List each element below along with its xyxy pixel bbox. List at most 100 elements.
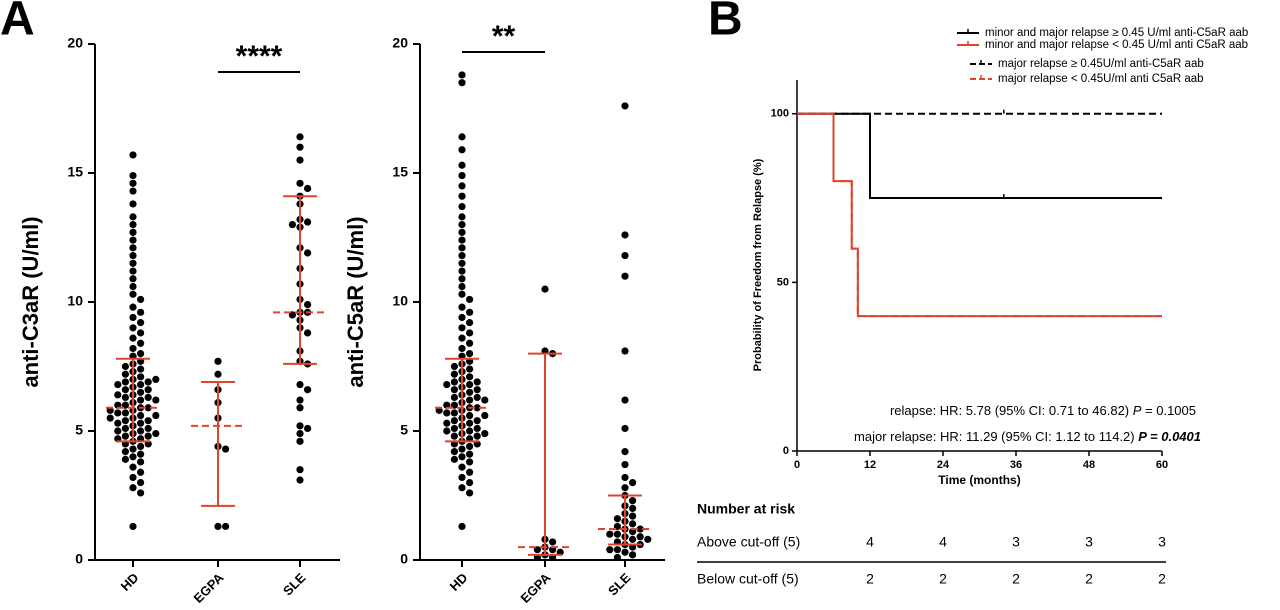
data-dot bbox=[129, 221, 137, 229]
x-tick-label: HD bbox=[447, 570, 471, 594]
data-dot bbox=[137, 419, 145, 427]
risk-value: 4 bbox=[866, 534, 874, 550]
data-dot bbox=[450, 393, 458, 402]
data-dot bbox=[621, 272, 629, 280]
data-dot bbox=[129, 445, 137, 453]
data-dot bbox=[458, 267, 466, 275]
data-dot bbox=[613, 515, 622, 523]
data-dot bbox=[466, 329, 474, 337]
data-dot bbox=[121, 386, 129, 394]
data-dot bbox=[304, 249, 312, 257]
data-dot bbox=[549, 538, 557, 546]
y-tick-label: 10 bbox=[392, 293, 408, 309]
data-dot bbox=[443, 409, 451, 417]
data-dot bbox=[458, 282, 466, 291]
data-dot bbox=[613, 553, 622, 562]
data-dot bbox=[458, 453, 466, 461]
risk-value: 2 bbox=[1158, 571, 1166, 587]
data-dot bbox=[137, 489, 145, 497]
data-dot bbox=[137, 458, 145, 466]
data-dot bbox=[144, 432, 152, 440]
data-dot bbox=[466, 479, 474, 487]
x-tick-label: 60 bbox=[1156, 459, 1168, 471]
data-dot bbox=[137, 339, 145, 347]
data-dot bbox=[106, 414, 114, 422]
data-dot bbox=[152, 411, 160, 420]
data-dot bbox=[466, 419, 474, 427]
data-dot bbox=[458, 313, 466, 322]
data-dot bbox=[129, 179, 137, 187]
risk-value: 3 bbox=[1085, 534, 1093, 550]
x-tick-label: EGPA bbox=[191, 570, 227, 606]
data-dot bbox=[443, 380, 451, 389]
y-axis-label: anti-C5aR (U/ml) bbox=[343, 216, 368, 387]
data-dot bbox=[296, 396, 304, 404]
risk-value: 3 bbox=[1158, 534, 1166, 550]
data-dot bbox=[473, 432, 481, 440]
data-dot bbox=[458, 275, 466, 283]
data-dot bbox=[296, 179, 304, 187]
data-dot bbox=[466, 308, 474, 316]
data-dot bbox=[629, 520, 637, 528]
data-dot bbox=[137, 442, 145, 451]
data-dot bbox=[458, 236, 466, 244]
y-tick-label: 0 bbox=[75, 551, 83, 567]
data-dot bbox=[121, 417, 129, 425]
data-dot bbox=[629, 512, 637, 520]
data-dot bbox=[144, 404, 152, 412]
data-dot bbox=[466, 319, 474, 327]
data-dot bbox=[613, 546, 622, 554]
data-dot bbox=[137, 319, 145, 327]
annotation-part: P = 0.0401 bbox=[1138, 429, 1201, 444]
data-dot bbox=[129, 282, 137, 291]
data-dot bbox=[458, 473, 466, 482]
data-dot bbox=[621, 347, 629, 355]
data-dot bbox=[450, 448, 458, 456]
data-dot bbox=[129, 259, 137, 267]
data-dot bbox=[458, 213, 466, 221]
x-tick-label: SLE bbox=[280, 570, 309, 599]
panel-label: A bbox=[0, 0, 35, 46]
data-dot bbox=[137, 329, 145, 337]
data-dot bbox=[466, 489, 474, 497]
data-dot bbox=[458, 334, 466, 342]
data-dot bbox=[137, 479, 145, 487]
data-dot bbox=[296, 429, 304, 438]
data-dot bbox=[137, 450, 145, 458]
data-dot bbox=[304, 218, 312, 226]
data-dot bbox=[466, 450, 474, 458]
data-dot bbox=[473, 378, 481, 386]
data-dot bbox=[450, 455, 458, 463]
risk-row-label: Above cut-off (5) bbox=[697, 534, 800, 550]
data-dot bbox=[466, 388, 474, 396]
risk-value: 2 bbox=[866, 571, 874, 587]
x-tick-label: 36 bbox=[1010, 459, 1022, 471]
y-tick-label: 15 bbox=[67, 164, 83, 180]
data-dot bbox=[450, 386, 458, 394]
data-dot bbox=[458, 445, 466, 453]
data-dot bbox=[621, 251, 629, 260]
legend-label: major relapse ≥ 0.45U/ml anti-C5aR aab bbox=[998, 58, 1204, 70]
y-tick-label: 20 bbox=[67, 35, 83, 51]
data-dot bbox=[473, 393, 481, 402]
data-dot bbox=[458, 303, 466, 311]
legend-label: minor and major relapse < 0.45 U/ml anti… bbox=[985, 39, 1248, 51]
data-dot bbox=[458, 463, 466, 471]
data-dot bbox=[481, 411, 489, 420]
risk-value: 2 bbox=[1012, 571, 1020, 587]
data-dot bbox=[144, 386, 152, 394]
data-dot bbox=[114, 419, 122, 427]
x-tick-label: HD bbox=[118, 570, 142, 594]
y-axis-label: anti-C3aR (U/ml) bbox=[18, 216, 43, 387]
data-dot bbox=[466, 339, 474, 347]
data-dot bbox=[129, 290, 137, 298]
data-dot bbox=[129, 171, 137, 180]
data-dot bbox=[466, 380, 474, 389]
data-dot bbox=[129, 303, 137, 311]
x-axis-label: Time (months) bbox=[938, 473, 1020, 487]
data-dot bbox=[129, 484, 137, 492]
data-dot bbox=[137, 308, 145, 316]
data-dot bbox=[458, 182, 466, 190]
data-dot bbox=[214, 357, 222, 365]
